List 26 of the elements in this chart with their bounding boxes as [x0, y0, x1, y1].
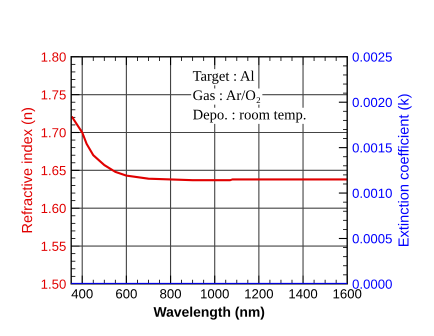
- y-tick-label: 1.65: [42, 166, 66, 176]
- y2-tick-label: 0.0005: [352, 234, 392, 244]
- x-tick-label: 400: [72, 289, 93, 298]
- x-axis-title: Wavelength (nm): [154, 306, 264, 320]
- y2-tick-label: 0.0015: [352, 143, 392, 153]
- annotation: Depo. : room temp.: [193, 110, 306, 122]
- y-tick-label: 1.60: [42, 204, 66, 214]
- y-tick-label: 1.55: [42, 242, 66, 251]
- y-tick-label: 1.80: [42, 52, 66, 62]
- y2-axis-title: Extinction coefficient (k): [398, 94, 412, 246]
- x-tick-label: 800: [160, 289, 182, 298]
- y-tick-label: 1.75: [42, 90, 66, 100]
- y-tick-label: 1.70: [42, 128, 66, 138]
- x-tick-label: 1000: [201, 289, 229, 298]
- y2-tick-label: 0.0025: [352, 52, 392, 62]
- x-tick-label: 1400: [289, 289, 318, 298]
- y-tick-label: 1.50: [42, 279, 66, 289]
- y2-tick-label: 0.0000: [352, 279, 392, 289]
- x-tick-label: 600: [116, 289, 137, 298]
- y2-tick-label: 0.0020: [352, 98, 392, 108]
- y2-tick-label: 0.0010: [352, 188, 392, 198]
- annotation: Gas : Ar/O₂: [193, 90, 260, 104]
- x-tick-label: 1200: [245, 289, 274, 298]
- annotation: Target : Al: [192, 70, 254, 84]
- x-tick-label: 1600: [334, 289, 362, 298]
- y-axis-title: Refractive index (n): [21, 108, 36, 232]
